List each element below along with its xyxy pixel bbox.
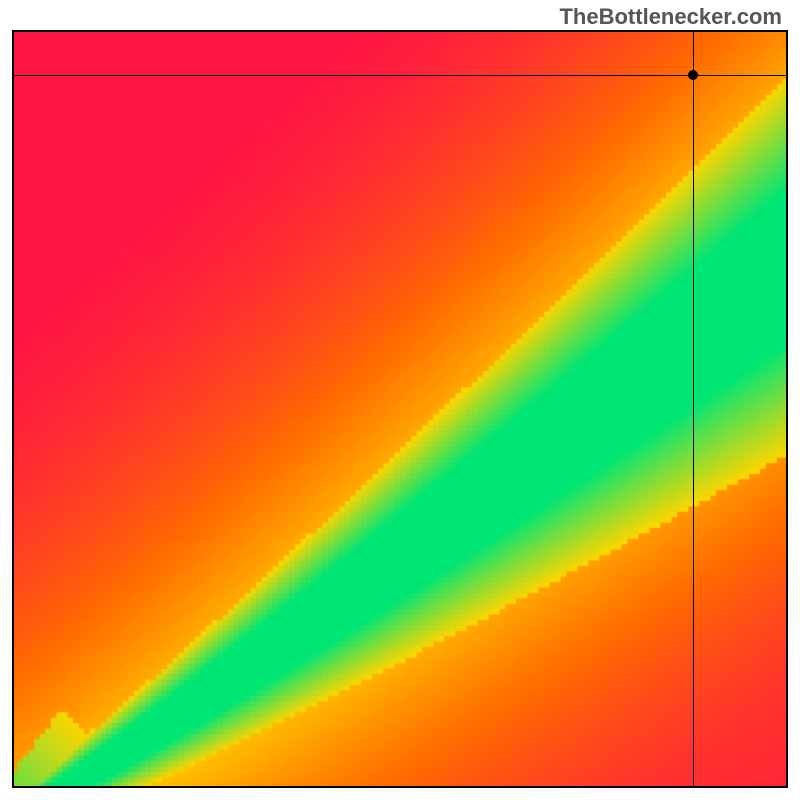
heatmap-canvas [12,30,788,788]
crosshair-horizontal [12,75,788,76]
heatmap-chart [12,30,788,788]
crosshair-vertical [693,30,694,788]
watermark-text: TheBottlenecker.com [559,4,782,30]
marker-dot [688,70,698,80]
